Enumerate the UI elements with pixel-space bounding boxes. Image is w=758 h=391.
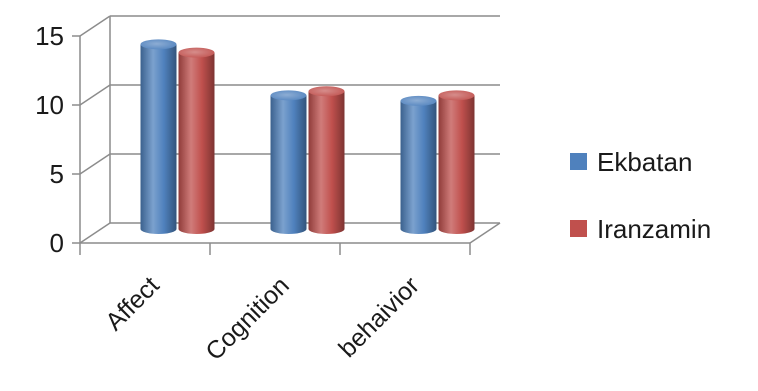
bar-ekbatan-affect xyxy=(140,39,177,234)
legend: Ekbatan Iranzamin xyxy=(570,147,711,244)
bars xyxy=(140,39,475,235)
axes xyxy=(72,16,501,255)
gridline-depth xyxy=(79,84,111,106)
legend-label: Ekbatan xyxy=(597,147,692,177)
bar-body xyxy=(140,44,177,234)
legend-swatch xyxy=(570,220,587,237)
bar-body xyxy=(270,95,307,234)
axis-labels: 0 5 10 15 Affect Cognition behaivior xyxy=(35,21,425,366)
bar-ekbatan-cognition xyxy=(270,90,307,234)
x-tick-label: Cognition xyxy=(200,271,294,365)
bar-top xyxy=(438,90,475,101)
gridline-depth xyxy=(79,15,111,37)
bar-top xyxy=(270,90,307,101)
bar-body xyxy=(438,95,475,234)
bar-body xyxy=(178,52,215,234)
legend-label: Iranzamin xyxy=(597,214,711,244)
x-tick-label: Affect xyxy=(100,271,165,336)
bar-top xyxy=(178,47,215,58)
bar-body xyxy=(400,100,437,235)
floor-right-edge xyxy=(469,222,501,244)
x-tick-label: behaivior xyxy=(333,271,425,363)
y-tick-label: 15 xyxy=(35,21,64,51)
gridline-depth xyxy=(79,222,111,244)
bar-iranzamin-cognition xyxy=(308,86,345,235)
y-tick-label: 0 xyxy=(50,228,64,258)
bar-top xyxy=(308,86,345,97)
y-tick-label: 10 xyxy=(35,90,64,120)
bar-top xyxy=(400,95,437,106)
legend-swatch xyxy=(570,153,587,170)
y-tick-label: 5 xyxy=(50,159,64,189)
bar-body xyxy=(308,91,345,235)
bar-iranzamin-behaivior xyxy=(438,90,475,234)
gridline-depth xyxy=(79,153,111,175)
bar-top xyxy=(140,39,177,50)
bar-iranzamin-affect xyxy=(178,47,215,234)
bar-ekbatan-behaivior xyxy=(400,95,437,235)
